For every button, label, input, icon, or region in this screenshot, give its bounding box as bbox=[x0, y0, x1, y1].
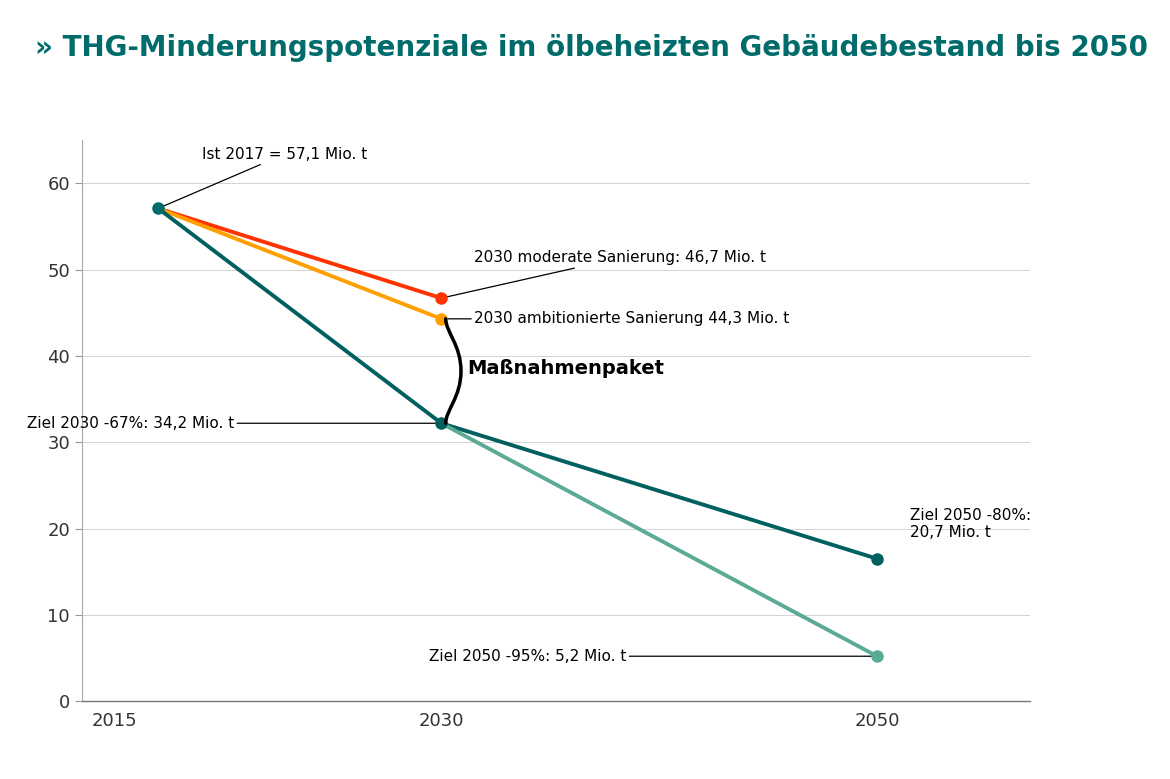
Text: 2030 moderate Sanierung: 46,7 Mio. t: 2030 moderate Sanierung: 46,7 Mio. t bbox=[441, 250, 766, 298]
Text: Ziel 2030 -67%: 34,2 Mio. t: Ziel 2030 -67%: 34,2 Mio. t bbox=[27, 416, 441, 431]
Text: Ist 2017 = 57,1 Mio. t: Ist 2017 = 57,1 Mio. t bbox=[158, 146, 367, 209]
Text: » THG-Minderungspotenziale im ölbeheizten Gebäudebestand bis 2050: » THG-Minderungspotenziale im ölbeheizte… bbox=[35, 34, 1148, 62]
Text: 2030 ambitionierte Sanierung 44,3 Mio. t: 2030 ambitionierte Sanierung 44,3 Mio. t bbox=[441, 312, 790, 326]
Text: Ziel 2050 -80%:
20,7 Mio. t: Ziel 2050 -80%: 20,7 Mio. t bbox=[910, 508, 1031, 541]
Text: Maßnahmenpaket: Maßnahmenpaket bbox=[468, 359, 665, 379]
Text: Ziel 2050 -95%: 5,2 Mio. t: Ziel 2050 -95%: 5,2 Mio. t bbox=[429, 649, 878, 664]
